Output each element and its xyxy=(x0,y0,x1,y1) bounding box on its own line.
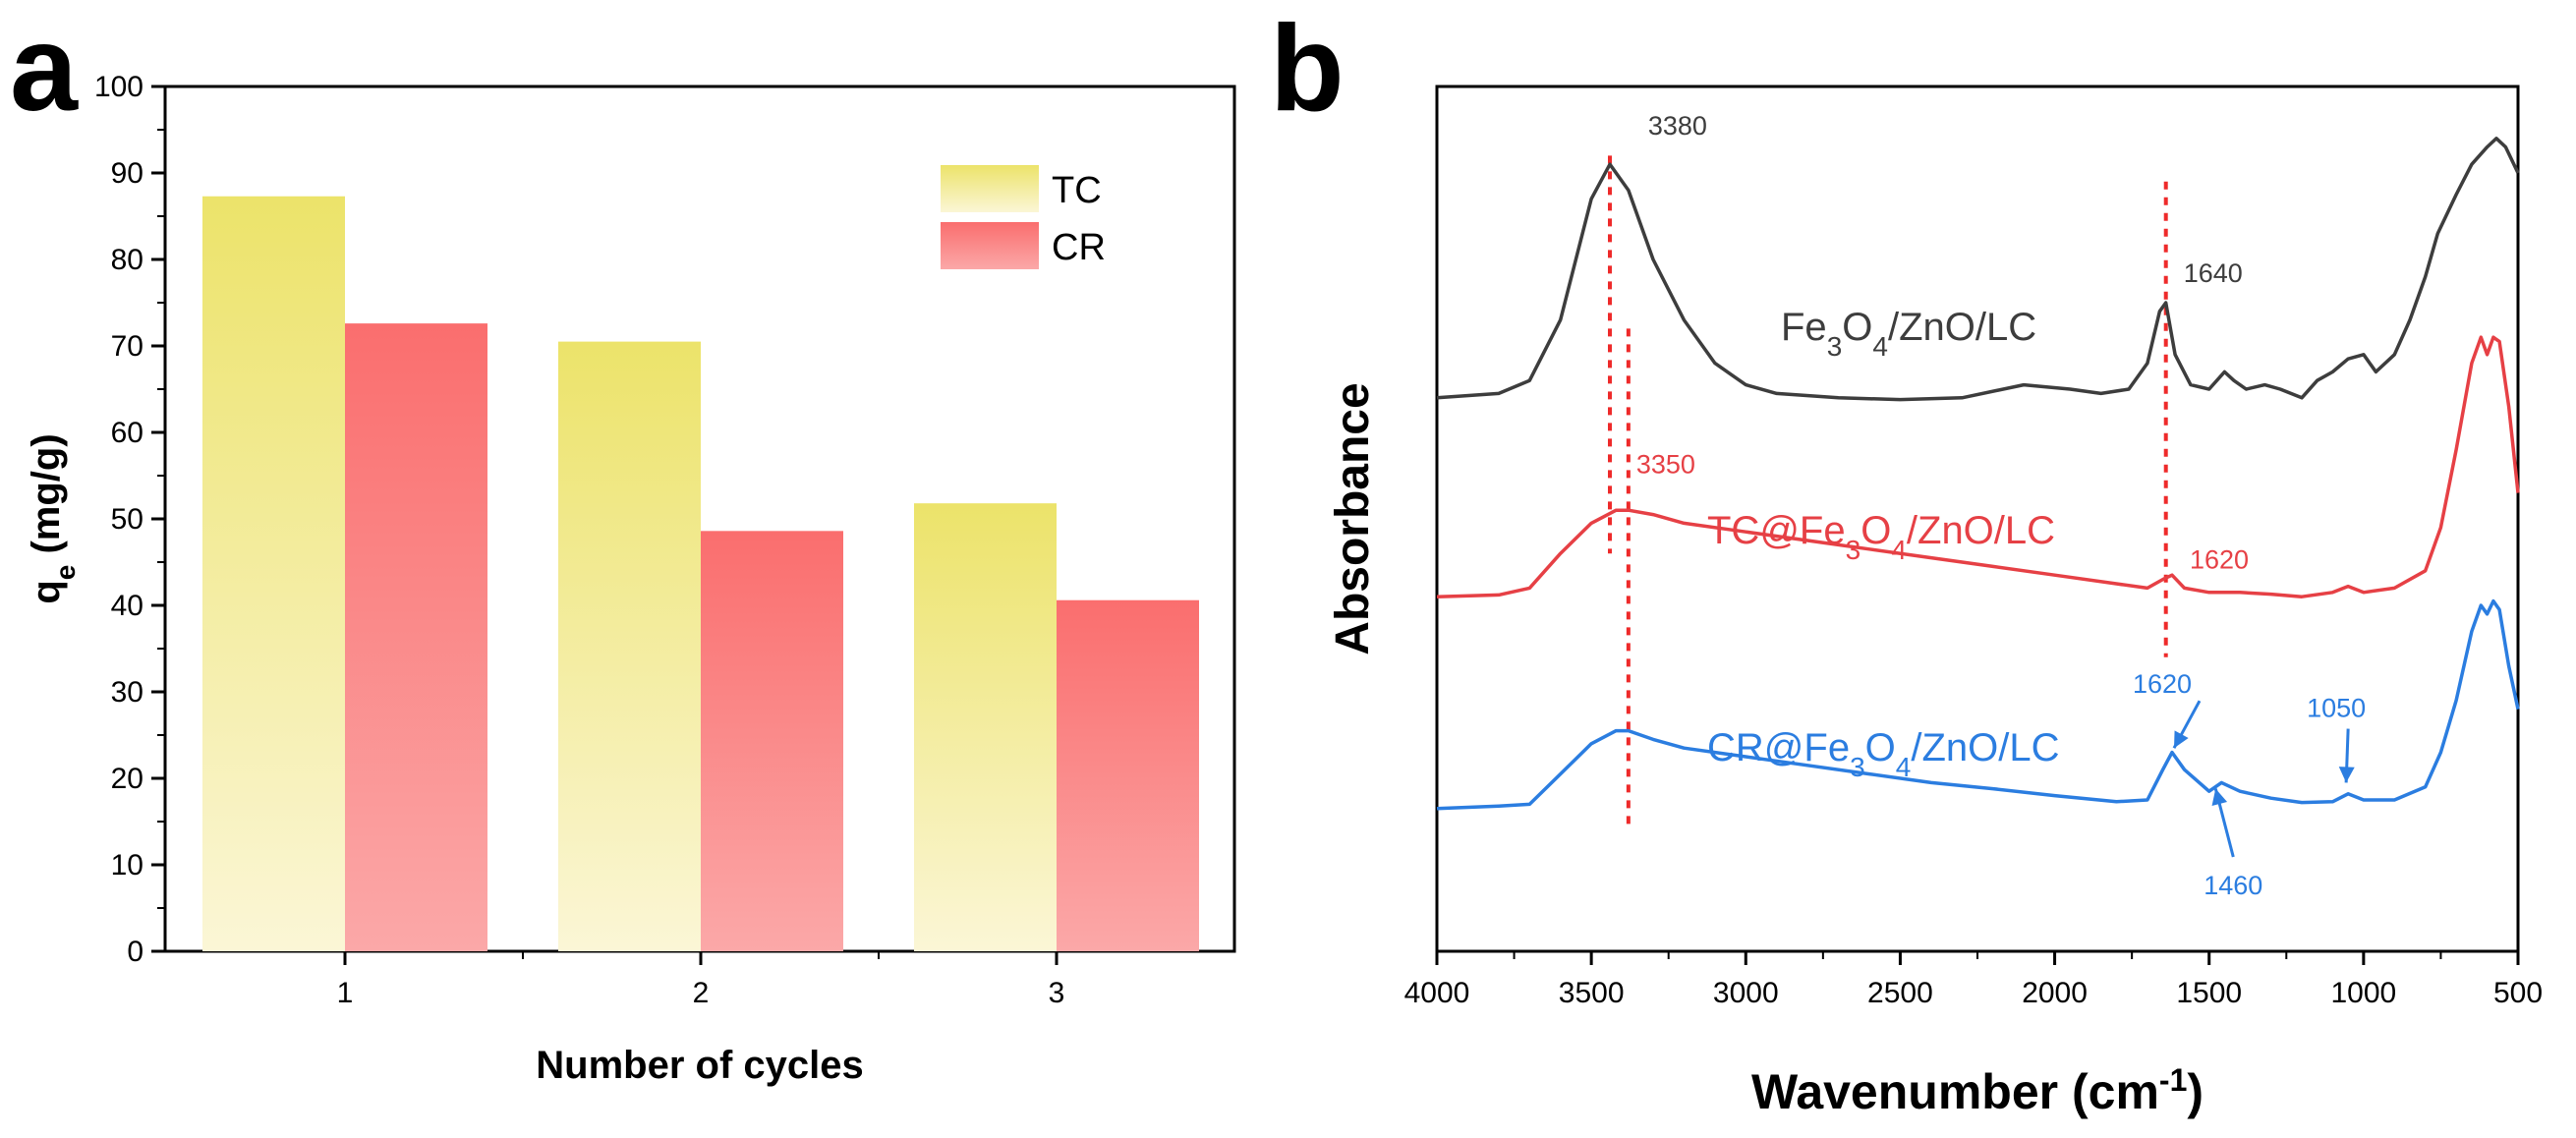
label-text-part: O xyxy=(1842,306,1872,349)
x-tick-label-b: 1500 xyxy=(2176,977,2242,1009)
x-tick-label-a: 3 xyxy=(1049,977,1065,1009)
x-tick-label-b: 4000 xyxy=(1404,977,1470,1009)
x-tick-label-b: 2500 xyxy=(1867,977,1933,1009)
x-tick-label-b: 3000 xyxy=(1713,977,1779,1009)
peak-label-3350: 3350 xyxy=(1636,450,1695,480)
bar-chart-panel-a: 0 10 20 30 40 50 60 70 80 90 100 1 2 3 TC CR Number of… xyxy=(25,71,1236,1087)
bar-cr-cycle-2 xyxy=(701,531,843,951)
x-axis-title-sup: -1 xyxy=(2159,1062,2187,1098)
peak-arrow-head xyxy=(2338,767,2355,783)
peak-label-1050: 1050 xyxy=(2307,694,2366,723)
peak-arrow-head xyxy=(2174,730,2189,749)
y-tick-label-a: 60 xyxy=(111,417,143,449)
label-text-part: CR@Fe xyxy=(1707,726,1850,769)
spectrum-line-cr xyxy=(1436,598,2520,811)
panel-letter-b: b xyxy=(1270,1,1345,137)
ftir-chart-panel-b: 4000 3500 3000 2500 2000 1500 1000 500 Fe3O4/Zn… xyxy=(1327,85,2543,1119)
x-axis-title-end: ) xyxy=(2187,1064,2204,1119)
peak-label-3380: 3380 xyxy=(1648,111,1707,141)
y-axis-title-b: Absorbance xyxy=(1327,382,1379,654)
y-axis-title-sub: e xyxy=(50,565,81,581)
panel-letter-a: a xyxy=(10,1,79,137)
label-subscript: 4 xyxy=(1872,331,1888,362)
legend-swatch-tc xyxy=(941,165,1039,212)
bar-tc-cycle-1 xyxy=(202,196,345,951)
bar-tc-cycle-2 xyxy=(558,341,701,952)
label-subscript: 4 xyxy=(1891,535,1907,565)
bar-cr-cycle-1 xyxy=(345,323,487,951)
legend-label-tc: TC xyxy=(1052,170,1102,211)
y-tick-label-a: 10 xyxy=(111,849,143,882)
y-axis-title-unit: (mg/g) xyxy=(25,433,68,564)
series-label-cr: CR@Fe3O4/ZnO/LC xyxy=(1707,726,2060,782)
x-axis-title-main: Wavenumber (cm xyxy=(1751,1064,2159,1119)
x-tick-label-b: 1000 xyxy=(2330,977,2396,1009)
label-subscript: 3 xyxy=(1846,535,1861,565)
y-tick-label-a: 20 xyxy=(111,763,143,795)
x-axis-title-b: Wavenumber (cm-1) xyxy=(1751,1062,2204,1119)
y-tick-label-a: 90 xyxy=(111,157,143,190)
legend-label-cr: CR xyxy=(1052,227,1106,268)
bar-cr-cycle-3 xyxy=(1057,599,1199,951)
x-axis-title-a: Number of cycles xyxy=(536,1044,863,1087)
label-subscript: 3 xyxy=(1850,752,1865,782)
peak-label-1620: 1620 xyxy=(2133,669,2192,699)
label-text-part: O xyxy=(1860,509,1891,552)
y-tick-label-a: 70 xyxy=(111,330,143,363)
y-axis-title-a: qe (mg/g) xyxy=(25,433,81,603)
label-text-part: TC@Fe xyxy=(1707,509,1846,552)
legend-swatch-cr xyxy=(941,222,1039,269)
series-label-fe3o4-zno-lc: Fe3O4/ZnO/LC xyxy=(1781,306,2036,362)
peak-label-1640: 1640 xyxy=(2184,258,2243,288)
spectrum-line-tc xyxy=(1436,335,2520,598)
y-tick-label-a: 50 xyxy=(111,503,143,536)
y-tick-label-a: 80 xyxy=(111,244,143,276)
label-text-part: O xyxy=(1865,726,1896,769)
label-text-part: /ZnO/LC xyxy=(1907,509,2055,552)
y-tick-label-a: 30 xyxy=(111,676,143,709)
series-label-tc: TC@Fe3O4/ZnO/LC xyxy=(1707,509,2055,565)
peak-label-1620: 1620 xyxy=(2190,544,2249,574)
label-text-part: Fe xyxy=(1781,306,1827,349)
y-axis-title-main: q xyxy=(25,580,68,603)
x-tick-label-b: 2000 xyxy=(2022,977,2088,1009)
y-tick-label-a: 0 xyxy=(127,936,143,968)
label-subscript: 4 xyxy=(1896,752,1912,782)
label-subscript: 3 xyxy=(1827,331,1843,362)
y-tick-label-a: 40 xyxy=(111,590,143,622)
x-tick-label-a: 1 xyxy=(337,977,354,1009)
x-tick-label-a: 2 xyxy=(693,977,710,1009)
x-tick-label-b: 500 xyxy=(2493,977,2543,1009)
peak-label-1460: 1460 xyxy=(2204,871,2262,900)
spectrum-line-fe3o4-zno-lc xyxy=(1436,137,2520,402)
label-text-part: /ZnO/LC xyxy=(1911,726,2059,769)
y-tick-label-a: 100 xyxy=(94,71,143,103)
label-text-part: /ZnO/LC xyxy=(1888,306,2036,349)
peak-arrow-head xyxy=(2211,788,2228,807)
x-tick-label-b: 3500 xyxy=(1559,977,1625,1009)
bar-tc-cycle-3 xyxy=(914,503,1057,951)
